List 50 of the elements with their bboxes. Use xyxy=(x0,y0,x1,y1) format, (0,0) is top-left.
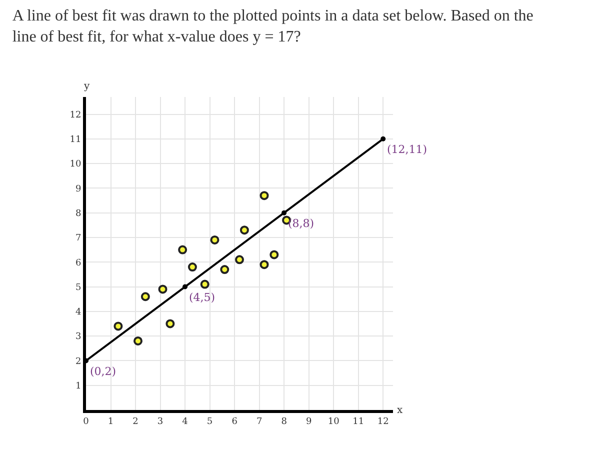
y-tick-label: 10 xyxy=(70,160,82,170)
annotation: (0,2) xyxy=(90,365,116,378)
x-tick-label: 2 xyxy=(132,416,138,427)
x-tick-label: 5 xyxy=(206,416,213,427)
y-tick-label: 1 xyxy=(75,382,82,392)
y-tick-label: 7 xyxy=(75,234,82,244)
point xyxy=(380,136,386,142)
point xyxy=(220,265,230,274)
point xyxy=(260,260,269,270)
annotation: (8,8) xyxy=(288,217,314,230)
x-tick-label: 1 xyxy=(108,416,114,427)
annotation: (12,11) xyxy=(387,143,428,156)
x-tick-label: 7 xyxy=(256,416,262,427)
y-tick-label: 5 xyxy=(75,282,82,293)
point xyxy=(270,250,279,260)
x-tick-label: 8 xyxy=(281,416,288,427)
y-tick-label: 4 xyxy=(75,308,82,318)
x-tick-label: 11 xyxy=(352,416,364,427)
point xyxy=(140,292,150,302)
y-tick-label: 8 xyxy=(75,208,82,219)
y-tick-label: 2 xyxy=(75,356,82,367)
x-axis-title: x xyxy=(397,405,403,416)
x-tick-label: 12 xyxy=(377,416,389,427)
point xyxy=(210,235,220,244)
point xyxy=(240,226,249,235)
y-tick-label: 12 xyxy=(70,110,82,120)
y-tick-label: 11 xyxy=(70,135,82,146)
y-tick-label: 6 xyxy=(75,258,82,268)
x-tick-label: 3 xyxy=(157,416,164,427)
x-tick-label: 9 xyxy=(306,416,312,427)
y-tick-label: 3 xyxy=(75,332,82,342)
x-tick-label: 4 xyxy=(182,416,188,427)
point xyxy=(282,210,287,216)
point xyxy=(200,280,210,289)
y-axis-title: y xyxy=(83,81,90,92)
y-tick-label: 9 xyxy=(75,184,82,194)
point xyxy=(178,245,188,254)
chart-title: A line of best fit was drawn to the plotted points in a data set below. Based on the line of best fit, for what x-value does y = 17? xyxy=(12,7,534,46)
x-tick-label: 0 xyxy=(83,416,90,427)
point xyxy=(166,319,175,328)
point xyxy=(114,322,123,331)
point xyxy=(260,191,269,200)
annotation: (4,5) xyxy=(189,291,216,304)
point xyxy=(235,255,244,264)
point xyxy=(182,284,188,290)
point xyxy=(188,262,197,272)
x-tick-label: 10 xyxy=(328,416,340,427)
x-tick-label: 6 xyxy=(232,416,238,427)
point xyxy=(158,284,168,294)
point xyxy=(133,336,142,346)
